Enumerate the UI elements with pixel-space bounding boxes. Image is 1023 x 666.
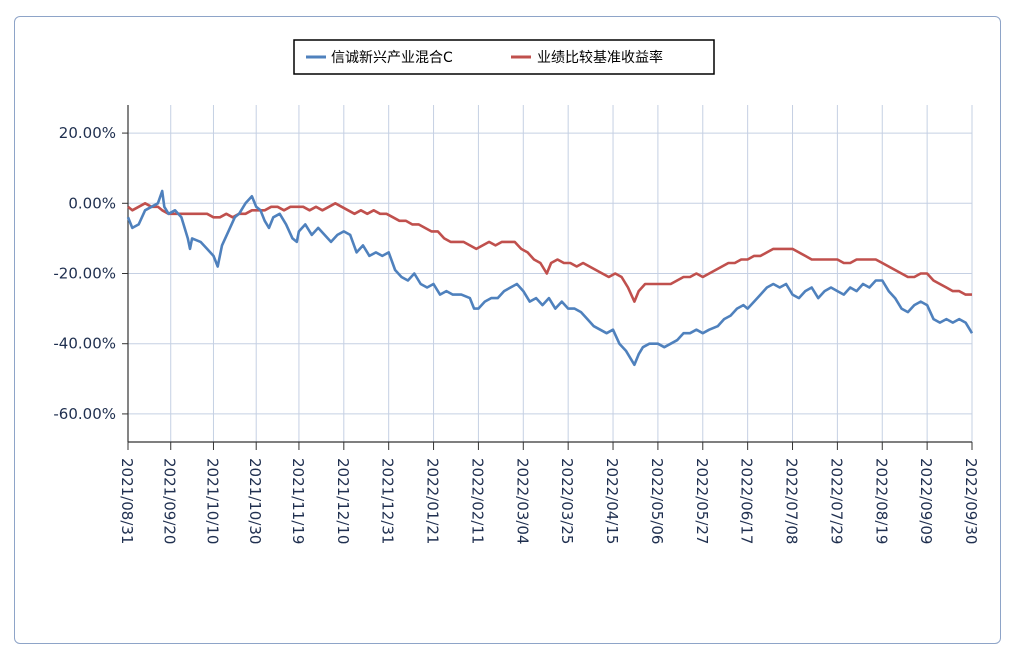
x-tick-label: 2021/10/10: [203, 458, 221, 544]
y-tick-label: 0.00%: [68, 194, 116, 212]
x-tick-label: 2022/06/17: [738, 458, 756, 544]
x-tick-label: 2022/02/11: [468, 458, 486, 544]
x-tick-labels: 2021/08/31 2021/09/20 2021/10/10 2021/10/30…: [118, 458, 980, 544]
y-tick-label: -40.00%: [53, 335, 116, 353]
series-line-1: [127, 202, 972, 303]
x-tick-label: 2022/05/27: [693, 458, 711, 544]
y-tick-label: -20.00%: [53, 265, 116, 283]
series-lines: [126, 189, 974, 367]
x-tick-label: 2021/08/31: [118, 458, 136, 544]
legend: 信诚新兴产业混合C 业绩比较基准收益率: [293, 39, 715, 75]
series-line-0: [126, 189, 974, 367]
x-tick-label: 2021/10/30: [246, 458, 264, 544]
x-tick-label: 2022/04/15: [603, 458, 621, 544]
x-tick-label: 2022/03/04: [513, 458, 531, 544]
grid: [127, 105, 973, 442]
x-tick-label: 2022/05/06: [648, 458, 666, 544]
x-tick-label: 2022/07/29: [827, 458, 845, 544]
y-tick-label: -60.00%: [53, 405, 116, 423]
x-tick-label: 2022/08/19: [872, 458, 890, 544]
y-tick-label: 20.00%: [59, 124, 116, 142]
legend-label-series-1: 业绩比较基准收益率: [537, 49, 663, 66]
axes: [122, 105, 973, 450]
chart-frame: [14, 16, 1001, 644]
x-tick-label: 2022/09/30: [962, 458, 980, 544]
x-tick-label: 2022/03/25: [558, 458, 576, 544]
x-tick-label: 2022/01/21: [424, 458, 442, 544]
x-tick-label: 2022/09/09: [917, 458, 935, 544]
x-tick-label: 2021/11/19: [289, 458, 307, 544]
x-tick-label: 2021/12/10: [334, 458, 352, 544]
x-tick-label: 2021/09/20: [161, 458, 179, 544]
legend-label-series-0: 信诚新兴产业混合C: [331, 50, 453, 66]
y-tick-labels: 20.00% 0.00% -20.00% -40.00% -60.00%: [53, 124, 116, 423]
legend-box: [293, 39, 715, 75]
x-tick-label: 2022/07/08: [783, 458, 801, 544]
x-tick-label: 2021/12/31: [379, 458, 397, 544]
